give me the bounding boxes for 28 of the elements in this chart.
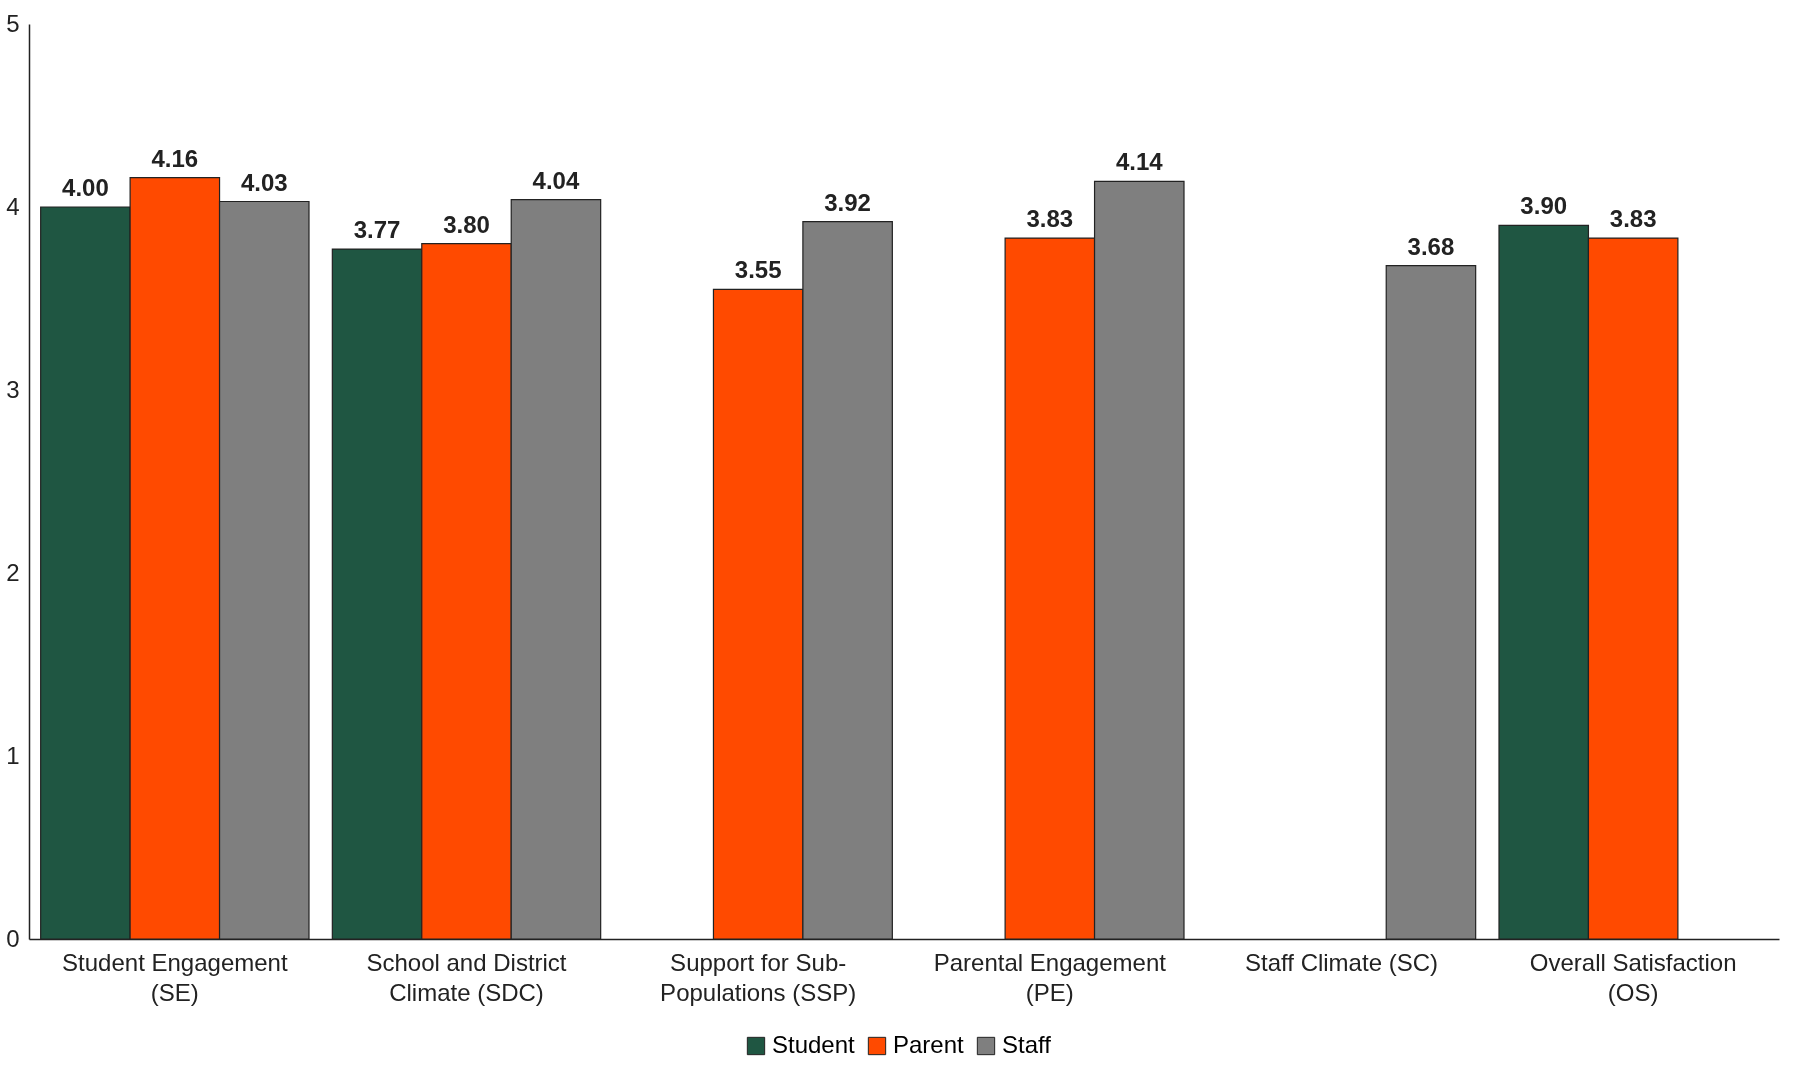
data-label: 4.16	[151, 144, 199, 172]
y-tick-label: 2	[6, 558, 20, 586]
x-tick-label: Parental Engagement (PE)	[933, 948, 1167, 1006]
data-label: 3.83	[1026, 205, 1074, 233]
data-label: 3.80	[443, 210, 490, 238]
data-label: 3.92	[824, 188, 871, 216]
data-label: 4.14	[1115, 148, 1164, 176]
data-label: 3.68	[1407, 232, 1455, 260]
y-tick-label: 5	[6, 9, 20, 37]
y-tick-label: 1	[6, 741, 20, 769]
x-tick-label: School and District Climate (SDC)	[366, 948, 567, 1006]
data-label: 3.90	[1520, 192, 1568, 220]
x-tick-label: Support for Sub-Populations (SSP)	[660, 948, 857, 1006]
data-label: 4.03	[240, 168, 288, 196]
legend-label: Parent	[893, 1031, 965, 1058]
data-label: 4.00	[62, 174, 109, 201]
data-label: 4.04	[532, 166, 580, 194]
y-tick-label: 3	[6, 375, 20, 403]
legend-label: Staff	[1002, 1031, 1052, 1058]
data-label: 3.83	[1609, 205, 1657, 233]
legend-label: Student	[772, 1031, 856, 1058]
data-label: 3.55	[734, 256, 782, 284]
x-tick-label: Student Engagement (SE)	[62, 948, 288, 1006]
x-tick-label: Staff Climate (SC)	[1245, 948, 1438, 976]
y-tick-label: 4	[6, 192, 20, 220]
y-tick-label: 0	[6, 924, 20, 952]
data-label: 3.77	[353, 216, 401, 244]
x-tick-label: Overall Satisfaction (OS)	[1529, 948, 1737, 1006]
